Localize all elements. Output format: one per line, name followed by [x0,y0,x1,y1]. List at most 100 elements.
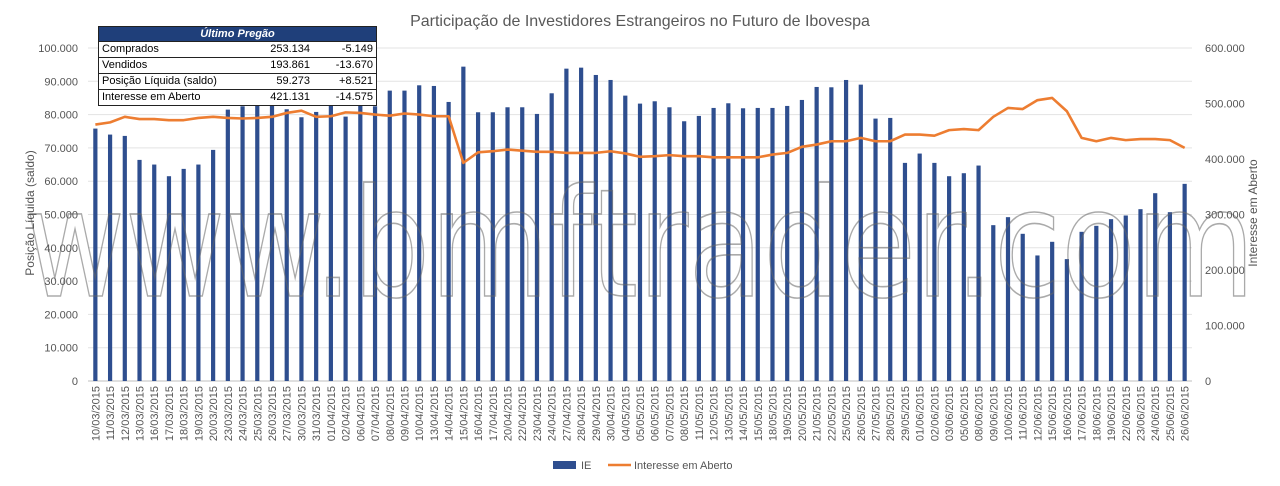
ultimo-pregao-table: Último Pregão Comprados 253.134 -5.149 V… [98,26,377,106]
x-tick-label: 11/06/2015 [1018,386,1030,440]
x-tick-label: 28/05/2015 [885,386,897,441]
x-tick-label: 07/05/2015 [664,386,676,441]
x-axis-labels: 10/03/2015 11/03/2015 12/03/2015 13/03/2015… [90,386,1191,441]
y-tick-label: 0 [72,376,78,388]
bar [137,159,142,381]
bar [1182,183,1187,381]
y2-tick-label: 100.000 [1205,321,1245,333]
x-tick-label: 10/06/2015 [1003,386,1015,441]
x-tick-label: 07/04/2015 [370,386,382,441]
x-tick-label: 24/03/2015 [238,386,250,441]
x-tick-label: 23/04/2015 [532,386,544,441]
x-tick-label: 26/03/2015 [267,386,279,441]
x-tick-label: 11/05/2015 [694,386,706,440]
x-tick-label: 10/04/2015 [414,386,426,441]
bar [240,106,245,381]
bar [799,99,805,381]
chart-title: Participação de Investidores Estrangeiro… [410,13,870,30]
bar [696,115,701,382]
bar [549,93,554,381]
bar [107,134,113,381]
bar [1153,193,1158,381]
x-tick-label: 25/05/2015 [841,386,853,441]
bar [785,105,790,381]
x-tick-label: 22/06/2015 [1121,386,1133,441]
bar [328,103,333,381]
x-tick-label: 15/04/2015 [458,386,470,441]
ie-bars [93,66,1187,382]
y-tick-label: 10.000 [44,343,78,355]
bar [726,103,731,381]
bar [343,116,348,381]
bar [181,168,186,381]
row-change: +8.521 [339,75,373,87]
x-tick-label: 18/06/2015 [1091,386,1103,441]
row-label: Posição Líquida (saldo) [102,75,217,87]
y-tick-label: 80.000 [44,110,78,122]
y2-tick-label: 400.000 [1205,154,1245,166]
x-tick-label: 20/05/2015 [797,386,809,441]
row-value: 421.131 [270,91,310,103]
bar [402,90,407,382]
x-tick-label: 14/05/2015 [738,386,750,441]
bar [976,165,981,381]
x-tick-label: 09/06/2015 [988,386,1000,441]
bar [829,87,834,381]
bar [225,109,230,382]
y2-tick-label: 200.000 [1205,265,1245,277]
x-tick-label: 17/06/2015 [1077,386,1089,441]
x-tick-label: 13/03/2015 [135,386,147,441]
x-tick-label: 19/03/2015 [193,386,205,441]
bar [593,74,598,381]
bar [255,104,260,382]
bar [93,128,98,381]
bar [534,113,540,382]
y-tick-label: 20.000 [44,309,78,321]
x-tick-label: 02/04/2015 [341,386,353,441]
x-tick-label: 01/06/2015 [915,386,927,441]
bar [667,107,672,382]
bar [947,176,952,381]
y-tick-label: 40.000 [44,243,78,255]
bar [814,86,819,382]
table-row: Comprados 253.134 -5.149 [99,41,376,57]
bar [490,112,495,382]
y2-tick-label: 600.000 [1205,43,1245,55]
bar [652,101,657,381]
row-label: Vendidos [102,59,148,71]
y-tick-label: 60.000 [44,176,78,188]
y-tick-label: 90.000 [44,76,78,88]
x-tick-label: 16/03/2015 [149,386,161,441]
x-tick-label: 19/06/2015 [1106,386,1118,441]
legend-label-interesse: Interesse em Aberto [634,460,732,472]
bar [608,79,613,381]
y-tick-label: 70.000 [44,143,78,155]
bar [991,225,996,381]
bar [858,84,863,381]
x-tick-label: 16/04/2015 [473,386,485,441]
x-tick-label: 10/03/2015 [90,386,102,441]
bar [211,149,216,381]
bar [682,121,687,381]
bar [314,111,319,381]
interesse-em-aberto-line [95,96,1186,165]
row-value: 253.134 [270,43,310,55]
x-tick-label: 05/06/2015 [959,386,971,441]
x-tick-label: 15/05/2015 [753,386,765,441]
legend-swatch-ie [553,461,576,469]
x-tick-label: 08/04/2015 [385,386,397,441]
x-tick-label: 11/03/2015 [105,386,117,440]
bar [461,66,466,382]
table-row: Posição Líquida (saldo) 59.273 +8.521 [99,73,376,89]
bar [122,135,127,381]
x-tick-label: 26/06/2015 [1180,386,1192,441]
right-axis-labels: 0 100.000 200.000 300.000 400.000 500.000 600.… [1205,43,1245,388]
x-tick-label: 25/03/2015 [252,386,264,441]
bar [196,164,201,381]
x-tick-label: 27/03/2015 [282,386,294,441]
x-tick-label: 31/03/2015 [311,386,323,441]
bar [1050,241,1055,381]
x-tick-label: 16/06/2015 [1062,386,1074,441]
bar [623,95,628,382]
